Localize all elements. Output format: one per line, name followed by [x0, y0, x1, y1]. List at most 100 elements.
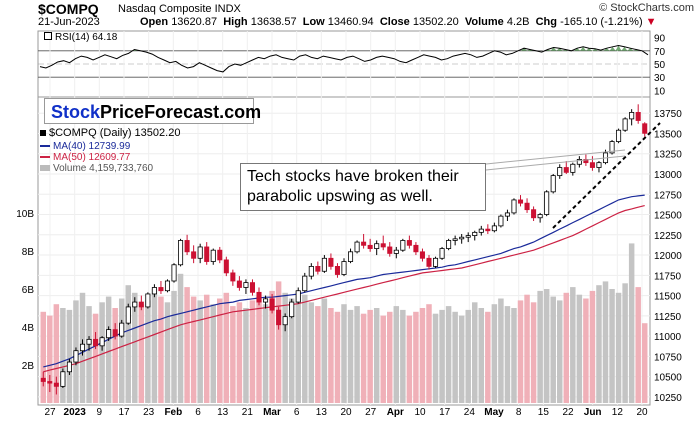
volume-bar: [236, 302, 243, 403]
volume-bar: [472, 302, 478, 403]
x-tick-label: 6: [294, 407, 300, 418]
x-tick-label: Mar: [263, 407, 281, 418]
x-tick-label: Feb: [164, 407, 182, 418]
candle-body: [348, 251, 354, 262]
volume-bar: [465, 309, 471, 403]
volume-tick-label: 6B: [22, 285, 35, 296]
x-tick-label: 13: [217, 407, 229, 418]
volume-bar: [485, 311, 491, 403]
volume-bar: [249, 300, 256, 403]
candle-body: [256, 291, 262, 303]
candle-body: [537, 214, 543, 219]
candle-body: [217, 249, 223, 261]
volume-tick-label: 10B: [16, 209, 34, 220]
ma40-line: [43, 194, 645, 368]
x-tick-label: 17: [118, 407, 130, 418]
candle-body: [544, 191, 550, 215]
candle-body: [282, 316, 288, 326]
rsi-tick-label: 70: [654, 47, 666, 58]
volume-bar: [203, 294, 210, 403]
candle-body: [112, 329, 118, 337]
candle-body: [622, 118, 628, 131]
candle-body: [426, 257, 432, 267]
candle-body: [308, 265, 314, 277]
price-tick-label: 10750: [654, 352, 682, 363]
volume-bar: [40, 311, 47, 403]
candle-body: [145, 293, 151, 308]
volume-bar: [615, 292, 622, 403]
candle-body: [210, 249, 216, 262]
legend-ma50: MA(50) 12609.77: [40, 152, 130, 163]
ma50-line: [43, 205, 645, 373]
price-tick-label: 12000: [654, 251, 682, 262]
candle-body: [609, 141, 615, 154]
candle-body: [387, 246, 393, 254]
low-label: Low: [302, 16, 325, 28]
header-date: 21-Jun-2023: [38, 16, 100, 28]
volume-bar: [589, 290, 596, 403]
x-tick-label: 6: [195, 407, 201, 418]
price-tick-label: 10250: [654, 393, 682, 404]
volume-bar: [400, 309, 406, 403]
volume-bar: [609, 289, 615, 403]
x-tick-label: 20: [340, 407, 352, 418]
volume-bar: [602, 281, 609, 403]
candle-body: [557, 167, 563, 177]
candle-body: [459, 236, 465, 240]
volume-bar: [53, 304, 60, 403]
volume-bar: [543, 289, 550, 403]
volume-tick-label: 8B: [22, 247, 35, 258]
volume-bar: [302, 294, 308, 403]
candle-body: [446, 240, 452, 249]
candle-body: [276, 309, 282, 326]
candle-body: [531, 209, 537, 219]
down-arrow-icon: ▼: [645, 16, 657, 28]
candle-body: [263, 298, 269, 303]
volume-bar: [537, 290, 543, 403]
volume-bar: [387, 311, 393, 403]
candle-body: [413, 244, 419, 253]
x-tick-label: 27: [365, 407, 377, 418]
candle-body: [380, 243, 386, 248]
candle-body: [79, 343, 86, 352]
candle-body: [635, 112, 641, 121]
volume-bar: [190, 296, 197, 403]
volume-bar: [439, 309, 445, 403]
candle-body: [341, 261, 347, 275]
volume-bar: [138, 304, 145, 403]
legend-main: $COMPQ (Daily) 13502.20: [40, 127, 180, 139]
volume-bar: [641, 323, 648, 403]
x-tick-label: 24: [464, 407, 476, 418]
x-tick-label: 15: [538, 407, 550, 418]
candle-body: [583, 159, 589, 164]
symbol: $COMPQ: [38, 1, 99, 17]
low-value: 13460.94: [327, 16, 374, 28]
candle-body: [66, 361, 72, 373]
volume-bar: [92, 313, 99, 403]
volume-bar: [315, 306, 321, 403]
candle-body: [354, 241, 360, 253]
annotation-line-1: Tech stocks have broken their: [247, 168, 459, 185]
candle-body: [60, 371, 66, 387]
chg-label: Chg: [535, 16, 557, 28]
volume-bar: [262, 304, 269, 403]
candle-body: [570, 163, 576, 173]
candle-body: [197, 246, 203, 259]
candle-body: [138, 301, 144, 308]
x-tick-label: May: [484, 407, 504, 418]
volume-bar: [308, 302, 315, 403]
candle-body: [295, 290, 301, 303]
candle-body: [151, 287, 157, 295]
candle-body: [73, 350, 79, 363]
x-tick-label: 20: [636, 407, 648, 418]
candle-body: [596, 162, 602, 168]
candle-body: [550, 175, 556, 193]
x-tick-label: 10: [414, 407, 426, 418]
x-tick-label: 8: [516, 407, 522, 418]
candle-body: [491, 225, 497, 232]
volume-bar: [426, 304, 432, 403]
volume-bar: [596, 285, 602, 403]
x-tick-label: 13: [316, 407, 328, 418]
rsi-tick-label: 10: [654, 86, 666, 97]
volume-bar: [66, 309, 73, 403]
